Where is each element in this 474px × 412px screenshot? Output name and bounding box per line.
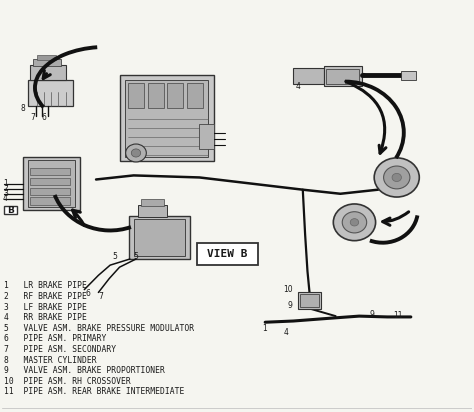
Text: 9   VALVE ASM. BRAKE PROPORTIONER: 9 VALVE ASM. BRAKE PROPORTIONER [4, 366, 165, 375]
Circle shape [350, 219, 359, 226]
Circle shape [342, 212, 367, 233]
FancyBboxPatch shape [33, 59, 61, 66]
Text: 3: 3 [3, 189, 8, 198]
FancyBboxPatch shape [326, 69, 359, 84]
FancyBboxPatch shape [148, 83, 164, 108]
FancyBboxPatch shape [128, 83, 144, 108]
Text: 11  PIPE ASM. REAR BRAKE INTERMEDIATE: 11 PIPE ASM. REAR BRAKE INTERMEDIATE [4, 387, 185, 396]
FancyBboxPatch shape [300, 294, 319, 307]
Circle shape [392, 173, 401, 182]
FancyBboxPatch shape [141, 199, 164, 206]
Text: 10  PIPE ASM. RH CROSSOVER: 10 PIPE ASM. RH CROSSOVER [4, 377, 131, 386]
Text: 7: 7 [99, 292, 103, 301]
FancyBboxPatch shape [28, 160, 75, 207]
FancyBboxPatch shape [30, 197, 70, 205]
Text: 7: 7 [30, 112, 35, 122]
Circle shape [131, 149, 141, 157]
FancyBboxPatch shape [134, 219, 185, 256]
FancyBboxPatch shape [167, 83, 183, 108]
FancyBboxPatch shape [30, 65, 65, 80]
Text: 8: 8 [21, 104, 26, 113]
FancyBboxPatch shape [138, 205, 166, 218]
Text: 4: 4 [284, 328, 289, 337]
FancyBboxPatch shape [197, 243, 258, 265]
Text: 5   VALVE ASM. BRAKE PRESSURE MODULATOR: 5 VALVE ASM. BRAKE PRESSURE MODULATOR [4, 324, 194, 333]
Text: VIEW B: VIEW B [207, 249, 248, 259]
FancyBboxPatch shape [30, 178, 70, 185]
Text: 9: 9 [370, 309, 374, 318]
Text: 2: 2 [3, 184, 8, 193]
Text: 3   LF BRAKE PIPE: 3 LF BRAKE PIPE [4, 303, 87, 311]
FancyBboxPatch shape [293, 68, 324, 84]
FancyBboxPatch shape [125, 80, 208, 157]
Text: 5: 5 [112, 252, 118, 261]
Text: 1: 1 [3, 179, 8, 188]
FancyBboxPatch shape [187, 83, 203, 108]
Circle shape [126, 144, 146, 162]
Text: 7   PIPE ASM. SECONDARY: 7 PIPE ASM. SECONDARY [4, 345, 117, 354]
FancyBboxPatch shape [30, 187, 70, 195]
Text: 9: 9 [288, 302, 292, 310]
Circle shape [374, 158, 419, 197]
Text: 6   PIPE ASM. PRIMARY: 6 PIPE ASM. PRIMARY [4, 335, 107, 344]
FancyBboxPatch shape [23, 157, 80, 210]
Circle shape [383, 166, 410, 189]
Text: 6: 6 [86, 289, 91, 298]
FancyBboxPatch shape [4, 206, 17, 214]
FancyBboxPatch shape [401, 70, 416, 80]
Text: 8   MASTER CYLINDER: 8 MASTER CYLINDER [4, 356, 97, 365]
FancyBboxPatch shape [324, 66, 362, 86]
Text: 1   LR BRAKE PIPE: 1 LR BRAKE PIPE [4, 281, 87, 290]
Text: 11: 11 [393, 311, 403, 320]
Text: 1: 1 [262, 324, 267, 333]
FancyBboxPatch shape [37, 55, 55, 60]
Text: B: B [7, 206, 14, 215]
Text: 10: 10 [283, 285, 292, 294]
Text: 2   RF BRAKE PIPE: 2 RF BRAKE PIPE [4, 292, 87, 301]
FancyBboxPatch shape [129, 216, 190, 259]
FancyBboxPatch shape [28, 80, 73, 106]
FancyBboxPatch shape [200, 124, 213, 149]
Text: 4: 4 [3, 194, 8, 203]
Text: 4: 4 [296, 82, 301, 91]
FancyBboxPatch shape [30, 168, 70, 176]
FancyBboxPatch shape [119, 75, 213, 161]
FancyBboxPatch shape [298, 293, 320, 309]
Text: 5: 5 [134, 252, 138, 261]
Text: 4   RR BRAKE PIPE: 4 RR BRAKE PIPE [4, 313, 87, 322]
Text: 6: 6 [41, 112, 46, 122]
Circle shape [333, 204, 375, 241]
